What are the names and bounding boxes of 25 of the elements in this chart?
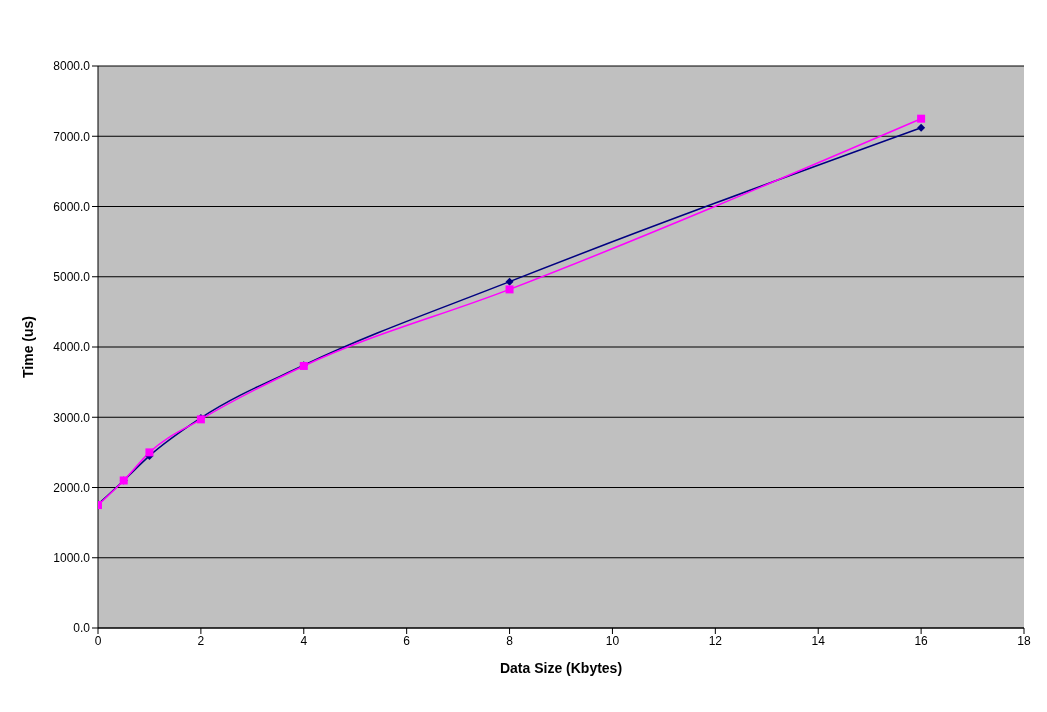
x-tick-label: 16 xyxy=(914,633,929,648)
x-axis-title: Data Size (Kbytes) xyxy=(499,660,623,676)
y-tick-label: 6000.0 xyxy=(53,199,91,214)
y-tick-label: 1000.0 xyxy=(53,551,91,566)
x-tick-label: 4 xyxy=(300,633,308,648)
x-tick-label: 10 xyxy=(605,633,620,648)
point xyxy=(917,123,926,132)
point xyxy=(917,114,926,123)
y-tick-label: 7000.0 xyxy=(53,129,91,144)
x-tick-label: 6 xyxy=(403,633,411,648)
x-tick-label: 2 xyxy=(197,633,205,648)
y-axis-title: Time (us) xyxy=(19,316,36,378)
y-tick-label: 3000.0 xyxy=(53,410,91,425)
y-tick-label: 5000.0 xyxy=(53,270,91,285)
y-tick-label: 0.0 xyxy=(73,621,91,636)
x-tick-label: 0 xyxy=(94,633,102,648)
y-tick-label: 8000.0 xyxy=(53,59,91,74)
x-tick-label: 8 xyxy=(506,633,514,648)
x-tick-label: 18 xyxy=(1017,633,1031,648)
x-tick-label: 14 xyxy=(811,633,826,648)
point xyxy=(505,277,514,286)
y-tick-label: 4000.0 xyxy=(53,340,91,355)
point xyxy=(505,285,514,294)
y-tick-label: 2000.0 xyxy=(53,480,91,495)
x-tick-label: 12 xyxy=(708,633,723,648)
